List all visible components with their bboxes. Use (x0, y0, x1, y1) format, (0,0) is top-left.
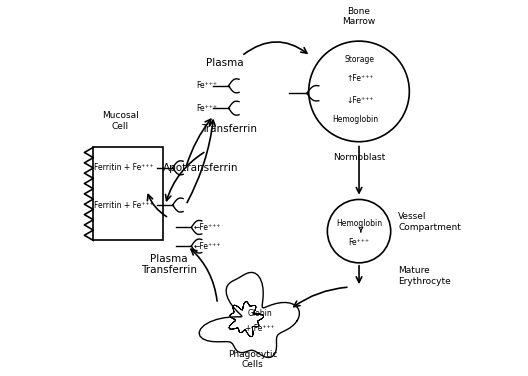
Text: ↓Fe⁺⁺⁺: ↓Fe⁺⁺⁺ (346, 96, 373, 105)
Text: Phagocytic
Cells: Phagocytic Cells (228, 350, 278, 369)
Text: Apotransferrin: Apotransferrin (163, 163, 239, 173)
Text: Bone
Marrow: Bone Marrow (342, 7, 375, 26)
Text: Vessel
Compartment: Vessel Compartment (398, 212, 461, 232)
Text: Fe⁺⁺⁺: Fe⁺⁺⁺ (196, 104, 218, 113)
Text: Ferritin + Fe⁺⁺⁺: Ferritin + Fe⁺⁺⁺ (95, 163, 154, 172)
Text: ↑Fe⁺⁺⁺: ↑Fe⁺⁺⁺ (346, 74, 373, 83)
Text: ←Fe⁺⁺⁺: ←Fe⁺⁺⁺ (193, 241, 221, 250)
Text: Mucosal
Cell: Mucosal Cell (102, 111, 139, 130)
Text: Hemoglobin: Hemoglobin (336, 219, 382, 228)
Text: Normoblast: Normoblast (333, 153, 385, 162)
Text: Ferritin + Fe⁺⁺⁺: Ferritin + Fe⁺⁺⁺ (95, 200, 154, 209)
Text: ←Fe⁺⁺⁺: ←Fe⁺⁺⁺ (193, 223, 221, 232)
Text: Storage: Storage (344, 55, 374, 64)
Text: Mature
Erythrocyte: Mature Erythrocyte (398, 266, 451, 285)
Text: Transferrin: Transferrin (201, 124, 257, 134)
Bar (92, 147, 163, 241)
Text: Fe⁺⁺⁺: Fe⁺⁺⁺ (196, 81, 218, 90)
Text: Plasma: Plasma (206, 58, 244, 68)
Text: Plasma
Transferrin: Plasma Transferrin (141, 254, 197, 276)
Text: Fe⁺⁺⁺: Fe⁺⁺⁺ (348, 238, 370, 247)
Text: Hemoglobin: Hemoglobin (332, 115, 379, 124)
Text: Globin: Globin (248, 309, 272, 318)
Text: + Fe⁺⁺⁺: + Fe⁺⁺⁺ (246, 323, 275, 332)
